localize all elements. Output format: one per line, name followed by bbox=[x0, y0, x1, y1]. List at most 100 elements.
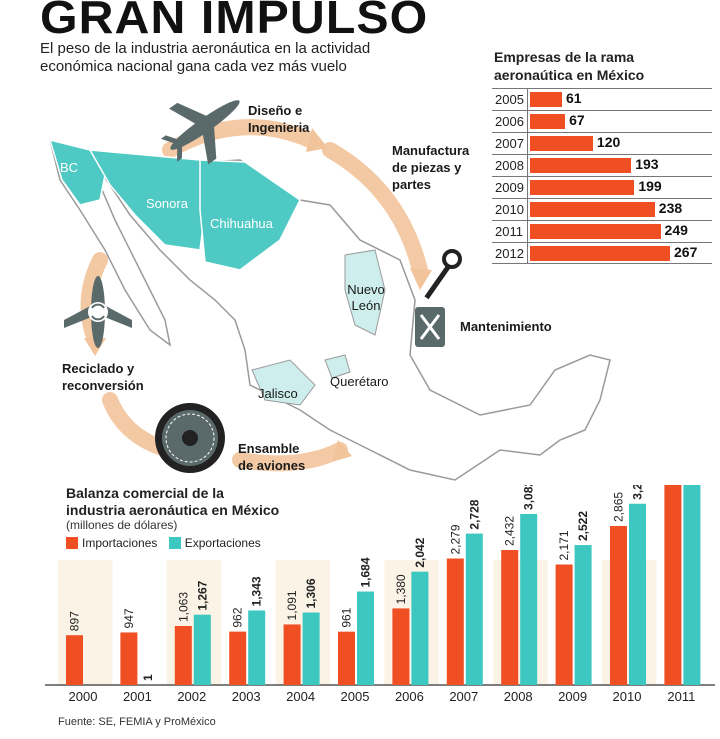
firms-row: 2010 238 bbox=[492, 198, 712, 220]
state-queretaro bbox=[324, 354, 351, 379]
firms-row: 2006 67 bbox=[492, 110, 712, 132]
exports-value-label: 3,082 bbox=[522, 485, 536, 510]
exports-value-label: 3,266 bbox=[631, 485, 645, 500]
state-jalisco bbox=[251, 359, 316, 406]
imports-bar bbox=[283, 624, 301, 685]
x-tick-label: 2009 bbox=[558, 689, 587, 704]
step-manufacturing: Manufactura de piezas y partes bbox=[392, 143, 470, 192]
imports-bar bbox=[446, 558, 464, 685]
firms-bar bbox=[530, 136, 593, 151]
firms-bar bbox=[530, 246, 670, 261]
recycled-airplane-icon bbox=[64, 276, 132, 348]
firms-bar bbox=[530, 202, 655, 217]
trade-chart-title: Balanza comercial de la industria aeroná… bbox=[66, 485, 280, 518]
exports-bar bbox=[683, 485, 701, 685]
firms-row: 2012 267 bbox=[492, 242, 712, 264]
x-tick-label: 2005 bbox=[341, 689, 370, 704]
x-tick-label: 2007 bbox=[449, 689, 478, 704]
legend-imports: Importaciones bbox=[66, 536, 157, 550]
legend-swatch-exports bbox=[168, 537, 181, 549]
imports-value-label: 962 bbox=[231, 607, 245, 627]
source-note: Fuente: SE, FEMIA y ProMéxico bbox=[58, 716, 216, 728]
firms-value-label: 249 bbox=[664, 222, 688, 238]
x-tick-label: 2003 bbox=[232, 689, 261, 704]
legend-exports: Exportaciones bbox=[168, 536, 261, 550]
step-maintenance: Mantenimiento bbox=[460, 319, 552, 334]
firms-bar bbox=[530, 114, 566, 129]
exports-value-label: 2,728 bbox=[467, 499, 481, 529]
firms-year-label: 2008 bbox=[492, 155, 528, 176]
imports-bar bbox=[664, 485, 682, 685]
x-tick-label: 2004 bbox=[286, 689, 315, 704]
imports-value-label: 897 bbox=[68, 611, 82, 631]
firms-row: 2007 120 bbox=[492, 132, 712, 154]
x-tick-label: 2002 bbox=[177, 689, 206, 704]
firms-value-label: 193 bbox=[635, 156, 659, 172]
exports-bar bbox=[574, 545, 592, 685]
firms-value-label: 67 bbox=[569, 112, 585, 128]
airplane-icon bbox=[160, 100, 240, 165]
imports-value-label: 1,091 bbox=[285, 590, 299, 620]
x-tick-label: 2011 bbox=[667, 689, 695, 704]
imports-value-label: 2,865 bbox=[612, 492, 626, 522]
exports-value-label: 2,522 bbox=[576, 511, 590, 541]
imports-bar bbox=[555, 564, 573, 685]
firms-year-label: 2010 bbox=[492, 199, 528, 220]
imports-value-label: 947 bbox=[122, 608, 136, 628]
imports-bar bbox=[229, 631, 247, 685]
exports-bar bbox=[629, 503, 646, 685]
imports-value-label: 2,432 bbox=[503, 516, 517, 546]
x-tick-label: 2010 bbox=[613, 689, 642, 704]
exports-bar bbox=[193, 614, 211, 685]
state-label-nuevo-leon: Nuevo León bbox=[347, 282, 385, 313]
firms-value-label: 238 bbox=[658, 200, 683, 216]
exports-bar bbox=[411, 571, 429, 685]
state-label-jalisco: Jalisco bbox=[258, 386, 298, 401]
legend-swatch-imports bbox=[66, 537, 78, 549]
step-assembly: Ensamble de aviones bbox=[238, 441, 306, 473]
state-label-bc: BC bbox=[60, 160, 79, 175]
firms-bar bbox=[530, 180, 635, 195]
imports-value-label: 961 bbox=[340, 607, 354, 627]
state-chihuahua bbox=[199, 159, 301, 271]
exports-value-label: 1,306 bbox=[304, 578, 318, 608]
exports-value-label: 2,042 bbox=[413, 537, 427, 567]
firms-bar bbox=[530, 92, 562, 107]
exports-bar bbox=[248, 610, 266, 685]
firms-table-title: Empresas de la rama aeronaútica en Méxic… bbox=[494, 49, 645, 83]
x-tick-label: 2008 bbox=[504, 689, 533, 704]
firms-year-label: 2009 bbox=[492, 177, 528, 198]
step-design: Diseño e Ingenieria bbox=[248, 103, 310, 135]
imports-value-label: 1,380 bbox=[394, 574, 408, 604]
firms-bar bbox=[530, 158, 632, 173]
state-label-queretaro: Querétaro bbox=[330, 374, 389, 389]
firms-value-label: 120 bbox=[596, 134, 621, 150]
exports-value-label: 1 bbox=[141, 674, 155, 681]
imports-bar bbox=[392, 608, 410, 685]
page-subtitle: El peso de la industria aeronáutica en l… bbox=[40, 40, 371, 75]
turbine-icon bbox=[155, 403, 225, 473]
imports-value-label: 1,063 bbox=[176, 592, 190, 622]
step-recycling: Reciclado y reconversión bbox=[62, 361, 144, 393]
imports-bar bbox=[120, 632, 138, 685]
state-nuevo-leon bbox=[344, 249, 386, 336]
firms-year-label: 2006 bbox=[492, 111, 528, 132]
firms-bar bbox=[530, 224, 661, 239]
cycle-arrow-heads bbox=[84, 128, 432, 462]
imports-bar bbox=[501, 550, 519, 685]
firms-value-label: 199 bbox=[638, 178, 662, 194]
firms-table: 2005 61 2006 67 2007 120 2008 193 2009 199 2010 238… bbox=[492, 88, 712, 264]
exports-value-label: 1,684 bbox=[359, 557, 373, 587]
trade-legend: Importaciones Exportaciones bbox=[66, 536, 269, 552]
mexico-map bbox=[48, 100, 611, 481]
page-title: GRAN IMPULSO bbox=[40, 0, 429, 43]
imports-value-label: 2,279 bbox=[448, 524, 462, 554]
state-label-chihuahua: Chihuahua bbox=[210, 216, 273, 231]
imports-bar bbox=[174, 626, 192, 685]
x-tick-label: 2006 bbox=[395, 689, 424, 704]
maintenance-icon bbox=[415, 249, 462, 347]
exports-bar bbox=[302, 612, 320, 685]
legend-label-imports: Importaciones bbox=[82, 536, 158, 550]
firms-value-label: 61 bbox=[565, 90, 582, 106]
trade-balance-chart: 897 2000 947 1 2001 1,063 1,267 2002 962 1,343 200… bbox=[45, 485, 715, 704]
